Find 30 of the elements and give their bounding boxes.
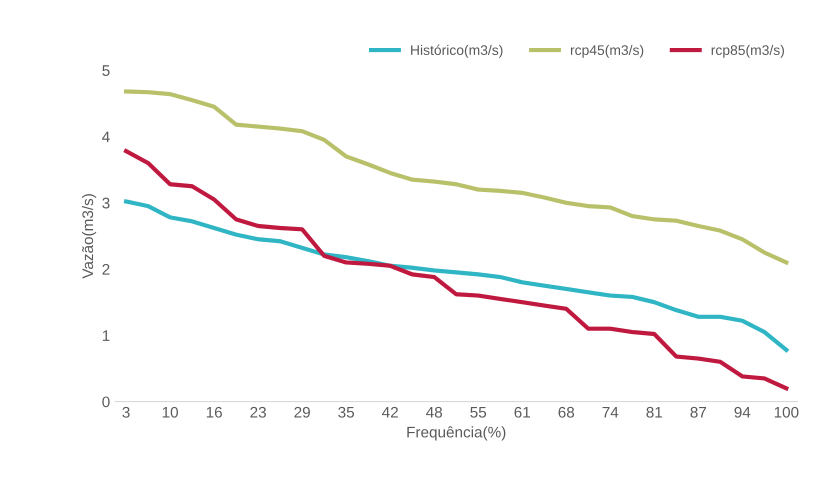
line-series xyxy=(124,199,788,352)
x-tick-label: 94 xyxy=(734,406,750,418)
x-tick-label: 23 xyxy=(250,406,266,418)
x-tick-label: 16 xyxy=(206,406,222,418)
line-series xyxy=(124,149,788,390)
x-tick-label: 29 xyxy=(294,406,310,418)
y-tick-label: 5 xyxy=(102,65,110,76)
x-tick-label: 42 xyxy=(382,406,398,418)
x-tick-label: 87 xyxy=(690,406,706,418)
x-tick-label: 10 xyxy=(162,406,178,418)
x-tick-label: 68 xyxy=(558,406,574,418)
y-axis-title: Vazão(m3/s) xyxy=(82,194,96,279)
line-series xyxy=(124,89,788,265)
y-tick-label: 4 xyxy=(102,132,110,142)
x-tick-label: 35 xyxy=(338,406,354,418)
legend-label: rcp85(m3/s) xyxy=(712,44,784,58)
x-tick-label: 74 xyxy=(602,407,618,418)
y-tick-label: 3 xyxy=(102,198,110,208)
y-tick-label: 1 xyxy=(102,330,110,341)
legend-label: Histórico(m3/s) xyxy=(411,44,502,58)
x-tick-label: 55 xyxy=(470,407,486,418)
x-tick-label: 48 xyxy=(426,406,442,418)
x-axis-title: Frequência(%) xyxy=(407,426,506,441)
x-tick-label: 100 xyxy=(774,406,798,418)
x-tick-label: 61 xyxy=(514,406,530,418)
y-tick-label: 2 xyxy=(102,264,110,275)
y-tick-label: 0 xyxy=(102,396,110,408)
x-tick-label: 3 xyxy=(122,406,130,418)
legend-label: rcp45(m3/s) xyxy=(570,44,644,58)
x-tick-label: 81 xyxy=(646,406,662,418)
